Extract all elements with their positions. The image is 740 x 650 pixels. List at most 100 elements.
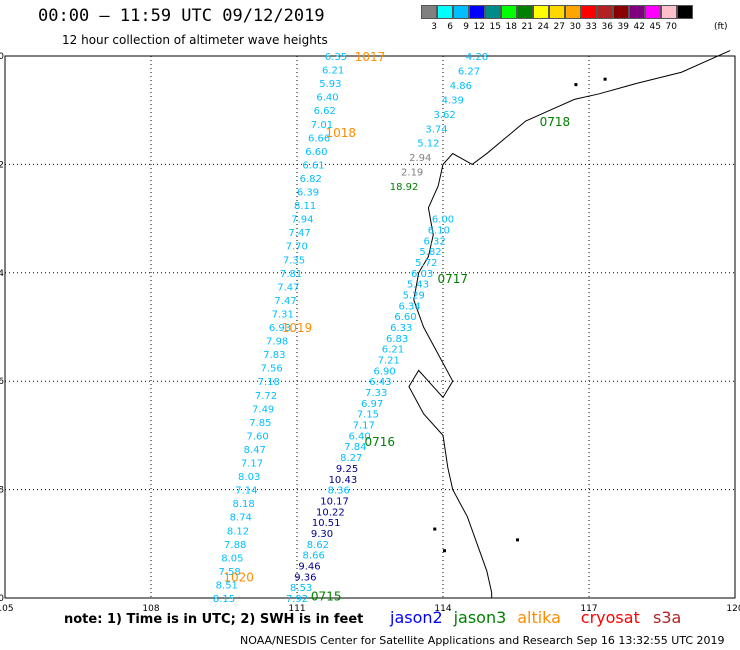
legend-swatch <box>645 5 661 19</box>
legend-swatch <box>533 5 549 19</box>
swh-label: 9.36 <box>294 572 316 583</box>
pass-time-label: 0715 <box>311 589 342 603</box>
lat-tick-label: -20 <box>0 52 4 62</box>
swh-label: 7.85 <box>249 418 271 429</box>
swh-label: 8.74 <box>230 513 252 524</box>
legend-label: 21 <box>521 22 533 32</box>
page-subtitle: 12 hour collection of altimeter wave hei… <box>62 33 328 47</box>
mission-cryosat: cryosat <box>580 608 640 627</box>
pass-time-label: 1019 <box>282 321 313 335</box>
legend-swatch <box>421 5 437 19</box>
swh-label: 6.39 <box>297 188 319 199</box>
swh-label: 6.66 <box>308 133 330 144</box>
swh-label: 4.28 <box>466 52 488 63</box>
footer-credit: NOAA/NESDIS Center for Satellite Applica… <box>240 634 725 647</box>
island <box>433 527 437 531</box>
swh-label: 8.66 <box>303 551 325 562</box>
legend-swatch <box>565 5 581 19</box>
swh-label: 6.82 <box>300 174 322 185</box>
island <box>443 549 446 553</box>
swh-label: 8.51 <box>216 580 238 591</box>
legend-label: 15 <box>489 22 501 32</box>
swh-label: 8.36 <box>328 486 350 497</box>
swh-label: 8.12 <box>227 526 249 537</box>
swh-label: 8.27 <box>340 453 362 464</box>
lat-tick-label: -26 <box>0 377 4 387</box>
swh-label: 7.56 <box>260 364 282 375</box>
swh-label: 8.18 <box>232 499 254 510</box>
legend-unit: (ft) <box>714 22 728 32</box>
mission-jason3: jason3 <box>453 608 507 627</box>
legend-label: 39 <box>617 22 629 32</box>
swh-label: 8.53 <box>290 583 312 594</box>
swh-label: 6.62 <box>314 106 336 117</box>
swh-label: 8.03 <box>238 472 260 483</box>
swh-label: 9.25 <box>336 464 358 475</box>
legend-swatch <box>517 5 533 19</box>
legend-swatch <box>469 5 485 19</box>
swh-label: 8.47 <box>244 445 266 456</box>
swh-label: 6.00 <box>432 215 454 226</box>
island <box>603 77 607 81</box>
lat-tick-label: -24 <box>0 269 4 279</box>
swh-label: 9.30 <box>311 529 333 540</box>
swh-label: 7.49 <box>252 404 274 415</box>
island <box>516 538 519 542</box>
swh-label: 7.88 <box>224 540 246 551</box>
legend-label: 6 <box>447 22 453 32</box>
swh-label: 7.35 <box>283 255 305 266</box>
legend-label: 12 <box>473 22 485 32</box>
page-title: 00:00 – 11:59 UTC 09/12/2019 <box>38 6 325 26</box>
mission-s3a: s3a <box>653 608 682 627</box>
pass-time-label: 1018 <box>326 126 357 140</box>
swh-label: 5.82 <box>419 247 441 258</box>
swh-label: 6.32 <box>424 236 446 247</box>
legend-label: 24 <box>537 22 549 32</box>
legend-swatch <box>677 5 693 19</box>
legend-label: 9 <box>463 22 469 32</box>
swh-label: 8.62 <box>307 540 329 551</box>
swh-label: 6.40 <box>348 431 370 442</box>
swh-label: 7.14 <box>235 486 257 497</box>
legend-swatch <box>453 5 469 19</box>
swh-label: 5.72 <box>415 258 437 269</box>
swh-label: 7.83 <box>263 350 285 361</box>
legend-label: 30 <box>569 22 581 32</box>
map-frame <box>4 55 736 599</box>
swh-label: 7.18 <box>258 377 280 388</box>
legend-swatch <box>501 5 517 19</box>
swh-label: 6.34 <box>398 301 420 312</box>
swh-label: 8.15 <box>213 594 235 605</box>
legend-label: 27 <box>553 22 565 32</box>
swh-label: 7.15 <box>357 410 379 421</box>
swh-label: 5.93 <box>319 79 341 90</box>
swh-label: 6.93 <box>269 323 291 334</box>
legend-labels: 3 6 9 12 15 18 21 24 27 30 33 36 39 42 45 70 <box>421 22 693 32</box>
swh-label: 8.11 <box>294 201 316 212</box>
swh-label: 6.83 <box>386 334 408 345</box>
swh-label: 7.98 <box>266 337 288 348</box>
swh-label: 7.17 <box>241 459 263 470</box>
swh-label: 6.33 <box>390 323 412 334</box>
swh-label: 4.86 <box>450 81 472 92</box>
swh-label: 10.17 <box>320 496 349 507</box>
swh-label: 3.74 <box>425 124 447 135</box>
lat-tick-label: -28 <box>0 486 4 496</box>
swh-label: 18.92 <box>390 182 419 193</box>
legend-swatch <box>597 5 613 19</box>
lat-tick-label: -22 <box>0 160 4 170</box>
pass-time-label: 0717 <box>437 272 468 286</box>
mission-jason2: jason2 <box>390 608 443 627</box>
legend-label: 45 <box>649 22 661 32</box>
legend-swatch <box>437 5 453 19</box>
swh-label: 5.29 <box>403 290 425 301</box>
swh-label: 7.31 <box>272 309 294 320</box>
swh-label: 5.43 <box>407 280 429 291</box>
swh-label: 8.05 <box>221 553 243 564</box>
legend-label: 70 <box>665 22 677 32</box>
swh-label: 6.97 <box>361 399 383 410</box>
swh-label: 7.72 <box>255 391 277 402</box>
color-legend: 3 6 9 12 15 18 21 24 27 30 33 36 39 42 45 70 (ft) <box>421 5 728 32</box>
swh-label: 7.21 <box>378 356 400 367</box>
